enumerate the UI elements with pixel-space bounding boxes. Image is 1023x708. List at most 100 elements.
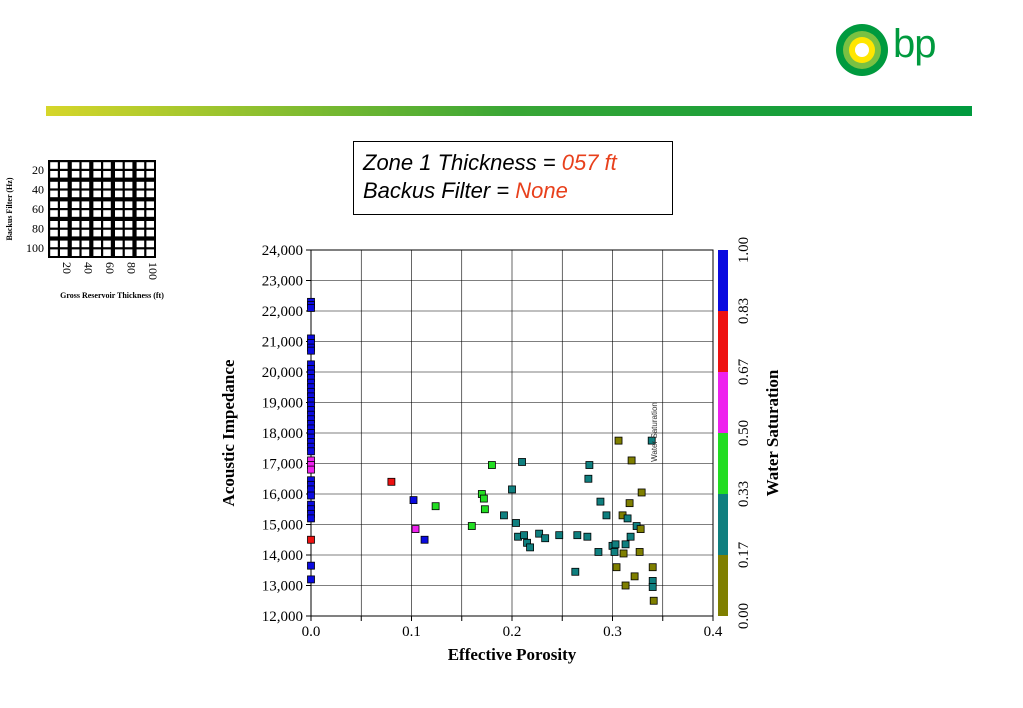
grid-cell xyxy=(115,190,123,198)
grid-cell xyxy=(115,249,123,256)
grid-cell xyxy=(115,181,123,189)
grid-cell xyxy=(71,201,80,208)
data-points xyxy=(307,297,658,605)
grid-cell xyxy=(60,249,68,256)
title-line-1: Zone 1 Thickness = 057 ft xyxy=(363,149,672,177)
grid-cell xyxy=(124,240,133,248)
grid-cell xyxy=(136,171,145,178)
grid-y-tick: 20 xyxy=(32,163,44,177)
plot-annotation: Water Saturation xyxy=(650,402,659,462)
data-point xyxy=(307,514,315,523)
header-band xyxy=(46,106,972,116)
y-tick-label: 16,000 xyxy=(262,487,303,503)
y-tick-label: 20,000 xyxy=(262,365,303,381)
grid-cell xyxy=(60,210,68,217)
grid-cell xyxy=(60,240,68,248)
data-point xyxy=(583,532,592,541)
data-point xyxy=(626,532,635,541)
grid-cell xyxy=(103,162,111,169)
grid-cell xyxy=(136,162,145,169)
data-point xyxy=(625,499,634,508)
data-point xyxy=(596,497,605,506)
grid-cell xyxy=(146,181,154,189)
grid-cell xyxy=(60,171,68,178)
grid-cell xyxy=(136,249,145,256)
data-point xyxy=(307,346,315,355)
data-point xyxy=(307,447,315,456)
grid-cell xyxy=(71,229,80,237)
grid-cell xyxy=(136,190,145,198)
grid-cell xyxy=(71,249,80,256)
data-point xyxy=(627,456,636,465)
grid-x-tick: 80 xyxy=(125,262,139,274)
grid-cell xyxy=(115,229,123,237)
data-point xyxy=(307,304,315,312)
grid-cell xyxy=(93,249,101,256)
data-point xyxy=(635,548,644,556)
colorbar-tick-label: 0.67 xyxy=(736,358,752,385)
data-point xyxy=(637,488,646,497)
grid-cell xyxy=(124,171,133,178)
x-tick-label: 0.3 xyxy=(603,624,622,640)
grid-cell xyxy=(103,201,111,208)
colorbar-tick-label: 1.00 xyxy=(736,237,752,263)
data-point xyxy=(420,535,429,544)
data-point xyxy=(623,514,632,523)
data-point xyxy=(573,531,582,540)
grid-cell xyxy=(60,190,68,198)
grid-cell xyxy=(124,229,133,237)
y-tick-label: 24,000 xyxy=(262,243,303,259)
data-point xyxy=(500,511,508,520)
data-point xyxy=(307,535,315,544)
data-point xyxy=(648,563,657,572)
data-point xyxy=(307,575,315,584)
colorbar-band xyxy=(718,372,728,433)
grid-cell xyxy=(103,171,111,178)
grid-x-tick: 100 xyxy=(146,262,160,280)
data-point xyxy=(636,525,645,533)
grid-cell xyxy=(50,171,58,178)
x-tick-label: 0.0 xyxy=(302,624,321,640)
data-point xyxy=(467,522,476,530)
grid-cell xyxy=(115,162,123,169)
data-point xyxy=(647,436,656,445)
grid-cell xyxy=(50,221,58,228)
grid-cell xyxy=(124,221,133,228)
data-point xyxy=(541,534,550,543)
grid-cell xyxy=(93,162,101,169)
y-tick-label: 13,000 xyxy=(262,579,303,595)
grid-cell xyxy=(103,221,111,228)
x-axis-label: Effective Porosity xyxy=(448,645,577,664)
y-tick-label: 22,000 xyxy=(262,304,303,320)
colorbar-band xyxy=(718,311,728,372)
title-line-2: Backus Filter = None xyxy=(363,177,672,205)
data-point xyxy=(612,563,621,572)
grid-cell xyxy=(71,210,80,217)
grid-cell xyxy=(93,210,101,217)
colorbar-tick-label: 0.17 xyxy=(736,541,752,568)
data-point xyxy=(611,540,620,549)
grid-cell xyxy=(93,201,101,208)
colorbar-band xyxy=(718,433,728,494)
grid-cell xyxy=(81,210,90,217)
data-point xyxy=(602,511,611,520)
grid-cell xyxy=(115,221,123,228)
grid-cell xyxy=(146,240,154,248)
data-point xyxy=(518,458,526,466)
colorbar-tick-label: 0.00 xyxy=(736,603,752,629)
grid-x-label: Gross Reservoir Thickness (ft) xyxy=(60,291,164,300)
grid-cell xyxy=(93,181,101,189)
grid-cell xyxy=(93,240,101,248)
data-point xyxy=(411,525,420,533)
grid-cell xyxy=(115,201,123,208)
grid-cell xyxy=(146,190,154,198)
grid-cell xyxy=(60,162,68,169)
grid-cell xyxy=(93,229,101,237)
data-point xyxy=(508,485,516,494)
grid-cell xyxy=(71,181,80,189)
data-point xyxy=(621,540,630,549)
grid-cell xyxy=(115,240,123,248)
grid-cell xyxy=(124,162,133,169)
grid-cell xyxy=(60,229,68,237)
data-point xyxy=(610,548,619,556)
